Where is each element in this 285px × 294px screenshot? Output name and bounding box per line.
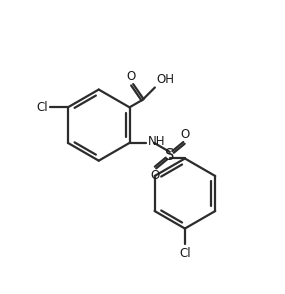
Text: S: S (165, 148, 174, 163)
Text: O: O (127, 70, 136, 83)
Text: O: O (180, 128, 189, 141)
Text: OH: OH (156, 73, 174, 86)
Text: Cl: Cl (179, 247, 191, 260)
Text: NH: NH (148, 135, 165, 148)
Text: Cl: Cl (37, 101, 48, 114)
Text: O: O (150, 169, 160, 182)
